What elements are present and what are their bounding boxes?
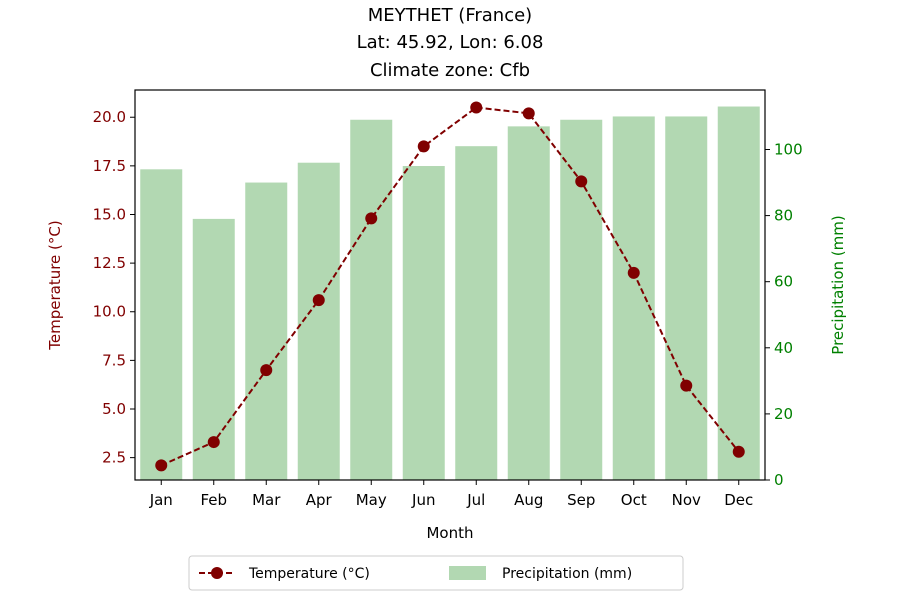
temperature-tick-label: 17.5 [93, 157, 126, 175]
temperature-point-nov [680, 379, 693, 392]
x-tick-label: Sep [567, 491, 595, 509]
legend-precipitation-swatch [449, 566, 486, 580]
precipitation-bar-jan [140, 169, 183, 481]
precipitation-bar-may [350, 119, 393, 481]
x-tick-label: Jun [411, 491, 435, 509]
temperature-tick-label: 20.0 [93, 108, 126, 126]
x-tick-label: Nov [672, 491, 701, 509]
precipitation-bar-sep [560, 119, 603, 481]
x-axis-label: Month [426, 524, 473, 542]
x-tick-label: Mar [252, 491, 281, 509]
temperature-line [160, 106, 740, 467]
title-line-1: MEYTHET (France) [368, 5, 532, 26]
temperature-point-sep [575, 175, 588, 188]
temperature-point-jul [470, 101, 483, 114]
x-tick-label: Aug [514, 491, 543, 509]
precipitation-tick-label: 100 [774, 140, 803, 158]
precipitation-bar-nov [665, 116, 708, 481]
precipitation-bar-apr [297, 162, 340, 481]
temperature-tick-label: 5.0 [102, 400, 126, 418]
precipitation-bar-jul [455, 146, 498, 480]
legend-temperature-label: Temperature (°C) [248, 566, 370, 582]
precipitation-bar-jun [402, 166, 445, 480]
temperature-tick-label: 12.5 [93, 254, 126, 272]
precipitation-axis-label: Precipitation (mm) [829, 215, 847, 354]
temperature-point-mar [260, 364, 273, 377]
chart-title: MEYTHET (France) Lat: 45.92, Lon: 6.08 C… [357, 5, 544, 81]
temperature-tick-label: 10.0 [93, 303, 126, 321]
x-tick-label: Feb [200, 491, 227, 509]
temperature-series [155, 101, 745, 472]
legend-temperature-marker [211, 567, 223, 579]
precipitation-tick-label: 80 [774, 207, 793, 225]
x-tick-label: Dec [724, 491, 753, 509]
temperature-point-dec [732, 445, 745, 458]
x-axis-ticks: Jan Feb Mar Apr May Jun Jul Aug Sep Oct Nov Dec [149, 480, 753, 509]
x-tick-label: Apr [306, 491, 333, 509]
temperature-point-jun [417, 140, 430, 153]
precipitation-axis-ticks: 0 20 40 60 80 100 [765, 140, 803, 489]
precipitation-tick-label: 0 [774, 471, 784, 489]
temperature-point-oct [627, 266, 640, 279]
x-tick-label: Jan [149, 491, 173, 509]
precipitation-tick-label: 60 [774, 273, 793, 291]
temperature-point-aug [522, 107, 535, 120]
temperature-point-feb [207, 436, 220, 449]
precipitation-bars [140, 106, 760, 481]
temperature-tick-label: 2.5 [102, 449, 126, 467]
temperature-point-jan [155, 459, 168, 472]
temperature-axis-ticks: 2.5 5.0 7.5 10.0 12.5 15.0 17.5 20.0 [93, 108, 135, 467]
temperature-tick-label: 7.5 [102, 351, 126, 369]
x-tick-label: Oct [621, 491, 647, 509]
plot-frame [134, 89, 766, 481]
precipitation-bar-aug [507, 126, 550, 481]
precipitation-bar-dec [717, 106, 760, 480]
temperature-tick-label: 15.0 [93, 205, 126, 223]
temperature-point-may [365, 212, 378, 225]
temperature-axis-label: Temperature (°C) [46, 220, 64, 350]
x-tick-label: May [356, 491, 387, 509]
precipitation-tick-label: 20 [774, 405, 793, 423]
temperature-point-apr [312, 294, 325, 307]
legend-frame [188, 555, 684, 591]
precipitation-bar-mar [245, 182, 288, 481]
precipitation-tick-label: 40 [774, 339, 793, 357]
x-tick-label: Jul [466, 491, 485, 509]
legend-precipitation-label: Precipitation (mm) [502, 566, 632, 582]
title-line-3: Climate zone: Cfb [370, 60, 530, 81]
legend: Temperature (°C) Precipitation (mm) [188, 555, 684, 591]
precipitation-bar-oct [612, 116, 655, 481]
title-line-2: Lat: 45.92, Lon: 6.08 [357, 32, 544, 53]
